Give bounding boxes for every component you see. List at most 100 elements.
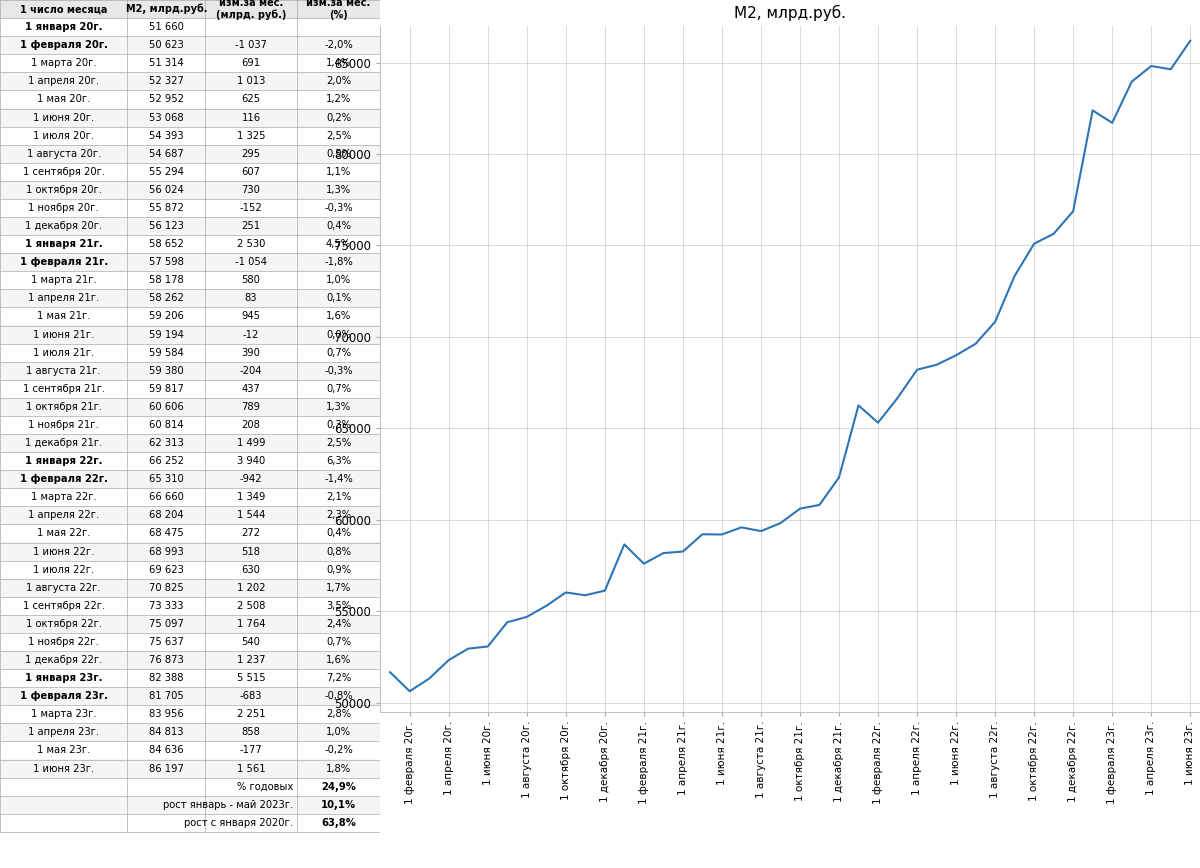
Text: 208: 208	[241, 420, 260, 430]
Text: 0,4%: 0,4%	[326, 529, 352, 538]
Text: 59 380: 59 380	[149, 365, 184, 376]
Bar	[0, 72, 380, 90]
Text: -1,8%: -1,8%	[324, 257, 353, 267]
Text: 66 252: 66 252	[149, 456, 184, 466]
Bar	[0, 434, 380, 452]
Text: 0,8%: 0,8%	[326, 547, 352, 556]
Text: 59 206: 59 206	[149, 312, 184, 321]
Text: 54 687: 54 687	[149, 148, 184, 159]
Text: 1 августа 20г.: 1 августа 20г.	[26, 148, 101, 159]
Text: рост январь - май 2023г.: рост январь - май 2023г.	[163, 799, 293, 810]
Text: 1,6%: 1,6%	[326, 312, 352, 321]
Text: 1 декабря 20г.: 1 декабря 20г.	[25, 221, 102, 231]
Bar	[0, 36, 380, 54]
Text: 1,0%: 1,0%	[326, 275, 352, 286]
Text: 1 мая 22г.: 1 мая 22г.	[37, 529, 90, 538]
Text: 0,5%: 0,5%	[326, 148, 352, 159]
Bar	[0, 108, 380, 127]
Text: 580: 580	[241, 275, 260, 286]
Text: -0,2%: -0,2%	[324, 746, 353, 755]
Text: 1 349: 1 349	[236, 492, 265, 503]
Text: 390: 390	[241, 347, 260, 358]
Text: 1 января 20г.: 1 января 20г.	[25, 22, 102, 32]
Text: 625: 625	[241, 95, 260, 104]
Text: 1 декабря 22г.: 1 декабря 22г.	[25, 655, 102, 665]
Bar	[0, 796, 380, 814]
Text: 1 марта 21г.: 1 марта 21г.	[31, 275, 96, 286]
Text: 1 013: 1 013	[236, 76, 265, 87]
Text: -0,3%: -0,3%	[324, 203, 353, 213]
Text: 730: 730	[241, 185, 260, 195]
Text: -1 054: -1 054	[235, 257, 268, 267]
Text: 2,4%: 2,4%	[326, 619, 352, 629]
Text: 1 июня 20г.: 1 июня 20г.	[34, 113, 95, 122]
Text: 1 202: 1 202	[236, 582, 265, 593]
Text: 2,3%: 2,3%	[326, 510, 352, 521]
Text: 540: 540	[241, 637, 260, 647]
Text: 68 204: 68 204	[149, 510, 184, 521]
Text: 1 561: 1 561	[236, 764, 265, 773]
Text: 86 197: 86 197	[149, 764, 184, 773]
Text: 1 мая 20г.: 1 мая 20г.	[37, 95, 90, 104]
Text: 1 мая 23г.: 1 мая 23г.	[37, 746, 90, 755]
Text: 1,8%: 1,8%	[326, 764, 352, 773]
Text: 58 178: 58 178	[149, 275, 184, 286]
Text: 51 314: 51 314	[149, 58, 184, 69]
Text: 60 814: 60 814	[149, 420, 184, 430]
Text: 295: 295	[241, 148, 260, 159]
Text: 2,0%: 2,0%	[326, 76, 352, 87]
Text: -177: -177	[240, 746, 263, 755]
Text: 1 июля 20г.: 1 июля 20г.	[34, 130, 95, 141]
Text: 945: 945	[241, 312, 260, 321]
Text: 0,4%: 0,4%	[326, 221, 352, 231]
Text: 58 262: 58 262	[149, 293, 184, 304]
Text: 1 544: 1 544	[236, 510, 265, 521]
Text: 1 марта 22г.: 1 марта 22г.	[31, 492, 96, 503]
Text: 2,5%: 2,5%	[326, 438, 352, 448]
Text: 1 января 21г.: 1 января 21г.	[25, 239, 102, 249]
Text: 1 сентября 21г.: 1 сентября 21г.	[23, 384, 104, 394]
Text: 1 сентября 20г.: 1 сентября 20г.	[23, 167, 104, 177]
Text: 1 сентября 22г.: 1 сентября 22г.	[23, 601, 104, 611]
Text: 1,4%: 1,4%	[326, 58, 352, 69]
Bar	[0, 326, 380, 344]
Text: 52 952: 52 952	[149, 95, 184, 104]
Text: 51 660: 51 660	[149, 22, 184, 32]
Text: 0,1%: 0,1%	[326, 293, 352, 304]
Text: 76 873: 76 873	[149, 655, 184, 665]
Text: 1 июня 23г.: 1 июня 23г.	[34, 764, 95, 773]
Text: 1 325: 1 325	[236, 130, 265, 141]
Text: 1 января 22г.: 1 января 22г.	[25, 456, 102, 466]
Text: 630: 630	[241, 564, 260, 575]
Text: 7,2%: 7,2%	[326, 673, 352, 683]
Text: -0,3%: -0,3%	[324, 365, 353, 376]
Text: 1 февраля 22г.: 1 февраля 22г.	[19, 474, 108, 484]
Text: 59 817: 59 817	[149, 384, 184, 394]
Text: 1,7%: 1,7%	[326, 582, 352, 593]
Text: 2,8%: 2,8%	[326, 709, 352, 720]
Text: 55 872: 55 872	[149, 203, 184, 213]
Text: 54 393: 54 393	[149, 130, 184, 141]
Text: 56 123: 56 123	[149, 221, 184, 231]
Text: 0,2%: 0,2%	[326, 113, 352, 122]
Text: 70 825: 70 825	[149, 582, 184, 593]
Text: 59 584: 59 584	[149, 347, 184, 358]
Text: 1 октября 22г.: 1 октября 22г.	[25, 619, 102, 629]
Title: М2, млрд.руб.: М2, млрд.руб.	[734, 4, 846, 21]
Text: 0,0%: 0,0%	[326, 330, 352, 339]
Text: 437: 437	[241, 384, 260, 394]
Text: 5 515: 5 515	[236, 673, 265, 683]
Text: 56 024: 56 024	[149, 185, 184, 195]
Bar	[0, 687, 380, 705]
Text: 1 764: 1 764	[236, 619, 265, 629]
Bar	[0, 181, 380, 199]
Text: 1 декабря 21г.: 1 декабря 21г.	[25, 438, 102, 448]
Text: 1 марта 23г.: 1 марта 23г.	[31, 709, 96, 720]
Text: 1 апреля 20г.: 1 апреля 20г.	[28, 76, 100, 87]
Text: 1 ноября 21г.: 1 ноября 21г.	[29, 420, 100, 430]
Bar	[0, 289, 380, 307]
Text: 3,5%: 3,5%	[326, 601, 352, 611]
Text: 24,9%: 24,9%	[322, 781, 356, 792]
Text: 81 705: 81 705	[149, 691, 184, 701]
Text: 1 августа 21г.: 1 августа 21г.	[26, 365, 101, 376]
